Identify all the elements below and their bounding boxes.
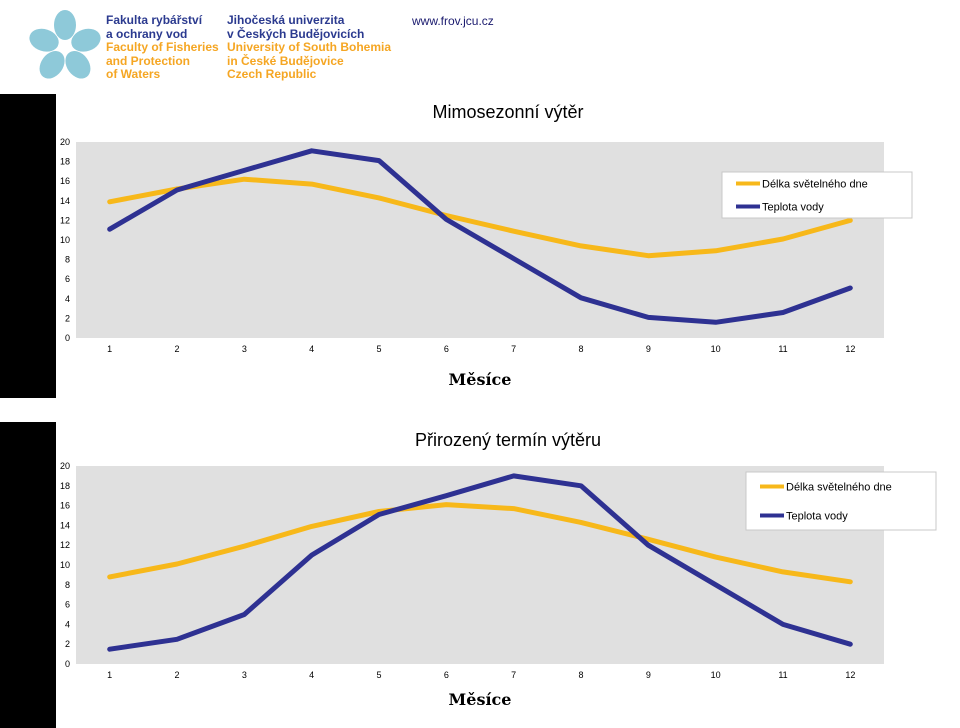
series-line-daylight: [107, 502, 853, 585]
faculty-name-en-line2: and Protection: [106, 53, 191, 68]
x-tick-label: 11: [778, 344, 787, 354]
x-tick-label: 9: [646, 344, 651, 354]
legend: [721, 171, 913, 219]
y-tick-label: 20: [60, 137, 70, 147]
university-name-en-line1: University of South Bohemia: [227, 40, 392, 54]
x-tick-label: 8: [578, 344, 583, 354]
university-name-cz-line2: v Českých Budějovicích: [227, 26, 365, 41]
chart-panel-natural-spawning: Přirozený termín výtěru 0 2 4 6 8 10 12 14 16 18 20…: [0, 422, 960, 728]
x-tick-label: 4: [309, 670, 314, 680]
x-tick-label: 10: [711, 670, 721, 680]
chart-panel-off-season: Mimosezonní výtěr 0 2 4 6 8 10 12 14 16 18 20 1 2 3 4 5 6…: [0, 94, 960, 398]
y-tick-label: 2: [65, 313, 70, 323]
x-tick-label: 11: [778, 670, 787, 680]
legend-label: Teplota vody: [762, 202, 824, 214]
y-tick-label: 16: [60, 501, 70, 511]
x-tick-label: 7: [511, 670, 516, 680]
y-tick-label: 14: [60, 520, 70, 530]
y-tick-label: 10: [60, 560, 70, 570]
x-tick-label: 12: [845, 344, 855, 354]
x-tick-label: 4: [309, 344, 314, 354]
x-tick-label: 1: [107, 670, 112, 680]
x-tick-label: 1: [107, 344, 112, 354]
faculty-name-en-line1: Faculty of Fisheries: [106, 40, 219, 54]
x-tick-label: 3: [242, 670, 247, 680]
y-tick-label: 6: [65, 600, 70, 610]
x-tick-label: 5: [376, 344, 381, 354]
y-tick-label: 10: [60, 235, 70, 245]
faculty-name: Fakulta rybářství a ochrany vod Faculty …: [106, 13, 219, 82]
y-tick-label: 0: [65, 659, 70, 669]
x-tick-label: 2: [174, 670, 179, 680]
legend: [745, 471, 937, 531]
x-tick-label: 9: [646, 670, 651, 680]
x-tick-label: 8: [578, 670, 583, 680]
x-axis-title: Měsíce: [449, 690, 512, 709]
x-tick-label: 5: [376, 670, 381, 680]
legend-label: Délka světelného dne: [786, 482, 892, 494]
y-tick-label: 20: [60, 461, 70, 471]
x-tick-label: 6: [444, 670, 449, 680]
y-tick-label: 12: [60, 540, 70, 550]
university-name: Jihočeská univerzita v Českých Budějovic…: [227, 13, 392, 82]
website-url[interactable]: www.frov.jcu.cz: [412, 14, 494, 28]
y-tick-label: 4: [65, 619, 70, 629]
x-tick-label: 7: [511, 344, 516, 354]
y-tick-label: 8: [65, 580, 70, 590]
x-tick-label: 10: [711, 344, 721, 354]
x-tick-label: 3: [242, 344, 247, 354]
legend-label: Délka světelného dne: [762, 179, 868, 191]
y-tick-label: 18: [60, 157, 70, 167]
chart-natural-spawning: Přirozený termín výtěru02468101214161820…: [29, 422, 960, 728]
y-tick-label: 4: [65, 294, 70, 304]
page-header: Fakulta rybářství a ochrany vod Faculty …: [0, 0, 960, 94]
faculty-logo: [29, 10, 101, 79]
series-line-daylight: [107, 176, 853, 259]
x-axis-title: Měsíce: [449, 370, 512, 389]
university-name-cz-line1: Jihočeská univerzita: [227, 13, 345, 27]
faculty-name-en-line3: of Waters: [106, 67, 161, 81]
y-axis-title: Teplota vody a délka světelného dne: [29, 434, 44, 696]
y-tick-label: 12: [60, 215, 70, 225]
university-name-en-line3: Czech Republic: [227, 67, 317, 81]
y-tick-label: 18: [60, 481, 70, 491]
y-tick-label: 16: [60, 176, 70, 186]
y-tick-label: 6: [65, 274, 70, 284]
legend-label: Teplota vody: [786, 511, 848, 523]
x-tick-label: 6: [444, 344, 449, 354]
faculty-name-cz-line1: Fakulta rybářství: [106, 13, 203, 27]
chart-title: Přirozený termín výtěru: [415, 430, 601, 450]
y-tick-label: 2: [65, 639, 70, 649]
faculty-name-cz-line2: a ochrany vod: [106, 26, 188, 41]
university-name-en-line2: in České Budějovice: [227, 53, 344, 68]
y-axis-title: Teplota vody a délka světelného dne: [29, 109, 44, 371]
x-tick-label: 2: [174, 344, 179, 354]
series-line-water-temperature: [107, 148, 853, 325]
y-tick-label: 14: [60, 196, 70, 206]
chart-title: Mimosezonní výtěr: [432, 102, 583, 122]
x-tick-label: 12: [845, 670, 855, 680]
series-line-water-temperature: [107, 473, 853, 652]
y-tick-label: 8: [65, 255, 70, 265]
y-tick-label: 0: [65, 333, 70, 343]
